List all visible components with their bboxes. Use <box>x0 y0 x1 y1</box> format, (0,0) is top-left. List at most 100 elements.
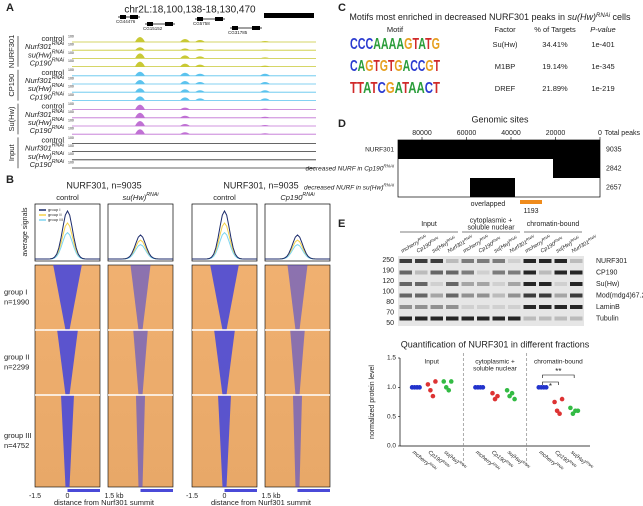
track-scale: 100 <box>68 59 74 63</box>
motif-base: G <box>386 80 395 97</box>
x-tick-label: 0 <box>223 493 227 500</box>
track-label: control <box>41 135 64 144</box>
motif-base: C <box>350 36 358 53</box>
peak <box>180 132 190 135</box>
band <box>415 270 428 275</box>
data-point <box>504 387 510 393</box>
x-tick-label-sup: RNAi <box>568 459 578 468</box>
lane-label-sup: RNAi <box>525 234 535 242</box>
factor: M1BP <box>495 62 515 71</box>
band <box>570 316 583 321</box>
group-label: soluble nuclear <box>473 366 518 373</box>
heatmap-title: NURF301, n=9035 <box>66 180 141 190</box>
peak <box>260 90 270 93</box>
x-tick-label-sup: RNAi <box>504 459 514 468</box>
label: B <box>6 174 14 186</box>
lane-label-sup: RNAi <box>553 236 563 244</box>
data-point <box>490 390 495 396</box>
column-label-text: su(Hw) <box>122 193 146 202</box>
lane-label-sup: RNAi <box>479 234 489 242</box>
track-scale: 100 <box>68 152 74 156</box>
track-scale: 100 <box>68 43 74 47</box>
track-label: su(Hw)RNAi <box>28 84 65 94</box>
data-point <box>480 385 486 390</box>
peak <box>135 71 145 76</box>
factor: DREF <box>495 84 516 93</box>
motif-base: T <box>433 80 440 97</box>
peak <box>195 56 205 59</box>
heatmap-signal <box>57 330 78 395</box>
gene-name: CG44476 <box>116 19 136 24</box>
track-label: Cp190RNAi <box>30 159 65 169</box>
label: C <box>338 2 346 14</box>
track-label-text: Cp190 <box>30 92 53 101</box>
group-n: n=2299 <box>4 362 29 371</box>
peak <box>260 41 270 42</box>
profile-frame <box>264 203 331 262</box>
column-header: Total peaks <box>605 130 641 137</box>
track-label-sup: RNAi <box>52 159 65 165</box>
peak <box>260 65 270 67</box>
column-label: su(Hw)RNAi <box>122 192 159 202</box>
group-label: Input <box>424 359 439 366</box>
significance: * <box>549 382 552 391</box>
band <box>461 270 474 275</box>
data-point <box>509 390 515 396</box>
track-scale: 100 <box>68 51 74 55</box>
x-tick-label: 1.5 kb <box>104 493 123 500</box>
peak <box>180 124 190 126</box>
p-value: 1e-401 <box>591 40 614 49</box>
track-label-text: Cp190 <box>30 126 53 135</box>
data-point <box>441 379 447 384</box>
band-label: Tubulin <box>596 315 619 322</box>
column-label: control <box>56 193 79 202</box>
data-point <box>448 379 454 384</box>
peak <box>180 97 190 101</box>
band <box>461 305 474 309</box>
motif-base: T <box>402 80 409 97</box>
peak <box>195 90 205 93</box>
band <box>477 293 490 298</box>
band <box>523 259 536 263</box>
matrix-block <box>553 159 600 178</box>
x-axis-label: distance from Nurf301 summit <box>54 498 155 506</box>
x-tick-label: -1.5 <box>186 493 198 500</box>
data-point <box>575 408 581 414</box>
profile-frame <box>34 203 101 262</box>
track-scale: 100 <box>68 93 74 97</box>
lane-label-sup: RNAi <box>570 235 580 243</box>
track-label: Nurf301RNAi <box>25 75 65 85</box>
track-label-sup: RNAi <box>52 92 65 98</box>
band <box>539 259 552 263</box>
band <box>399 305 412 309</box>
band <box>570 282 583 286</box>
track-scale: 100 <box>68 68 74 72</box>
motif-base: T <box>412 36 419 53</box>
colorbar <box>297 489 330 492</box>
heatmap-signal <box>133 330 148 395</box>
motif-base: T <box>388 58 395 75</box>
band <box>415 282 428 286</box>
track-label: Nurf301RNAi <box>25 109 65 119</box>
profile-curve <box>192 209 257 260</box>
band <box>492 316 505 321</box>
row-label-sup: RNAi <box>383 163 395 168</box>
track-label: Cp190RNAi <box>30 92 65 102</box>
track-label-text: su(Hw) <box>28 84 52 93</box>
group-n: n=4752 <box>4 441 29 450</box>
x-tick-label-sup: RNAi <box>555 462 565 471</box>
motif-base: C <box>425 80 434 97</box>
x-tick-label-sup: RNAi <box>458 460 468 469</box>
band <box>399 316 412 321</box>
profile-curve <box>265 239 330 260</box>
band <box>430 282 443 286</box>
track-scale: 100 <box>68 76 74 80</box>
x-tick-label: 60000 <box>457 130 477 137</box>
peak <box>180 89 190 93</box>
track-label: Nurf301RNAi <box>25 42 65 52</box>
motif-base: T <box>357 80 364 97</box>
track-scale: 100 <box>68 127 74 131</box>
x-tick-label: 40000 <box>501 130 521 137</box>
track-label: control <box>41 34 64 43</box>
